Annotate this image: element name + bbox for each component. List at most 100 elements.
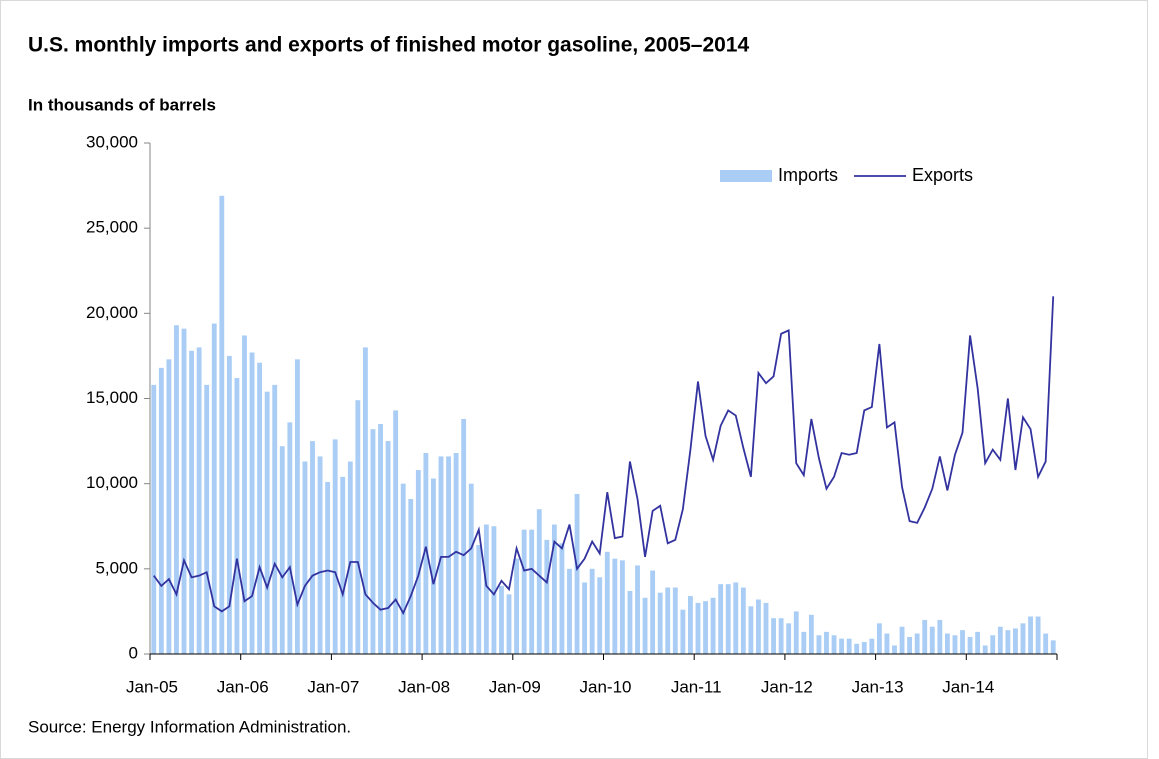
bar [279,446,285,654]
bar [574,493,580,654]
bar [438,456,444,654]
bar [340,476,346,654]
bar [589,568,595,654]
bar [695,602,701,654]
x-tick-label: Jan-13 [852,677,904,696]
bar [264,391,270,654]
bar [703,601,708,654]
bar [740,587,746,654]
bar [567,568,572,654]
y-tick-label: 5,000 [95,558,138,577]
bar [1035,616,1041,654]
bar [514,558,519,654]
x-tick-label: Jan-07 [307,677,359,696]
bar [317,456,323,654]
bar [370,429,376,654]
bar [257,362,263,654]
bar [294,359,300,654]
bar [657,592,663,654]
bar [619,560,625,654]
y-tick-label: 10,000 [86,473,138,492]
bar [688,596,693,654]
bar [899,626,905,654]
bar [997,626,1003,654]
bar [756,599,761,654]
bar [914,633,920,654]
bar [181,328,187,654]
bar [861,642,867,654]
bar [876,623,882,654]
bar [929,626,935,654]
bar [431,478,436,654]
bar [204,384,210,654]
bar [378,424,383,654]
bar [839,638,845,654]
bar [907,636,913,654]
bar [151,384,157,654]
bar [325,481,331,654]
bar [551,524,557,654]
bar [453,453,459,654]
bar [831,635,837,654]
x-tick-label: Jan-14 [942,677,994,696]
bar [196,347,202,654]
legend-label: Imports [778,165,838,185]
bar [824,631,829,654]
bar [362,347,368,654]
y-tick-label: 20,000 [86,303,138,322]
bar [725,584,731,654]
bar [801,631,807,654]
bar [597,577,603,654]
y-tick-label: 0 [129,643,138,662]
bar [415,470,421,654]
legend-swatch [720,170,772,182]
bar [423,453,429,654]
bar [408,498,414,654]
bar [952,635,958,654]
bar [854,643,860,654]
bar [158,367,164,654]
chart-title: U.S. monthly imports and exports of fini… [28,34,749,57]
bar [287,422,293,654]
bar [536,509,542,654]
bar [249,352,255,654]
bar [604,551,610,654]
bar [733,582,739,654]
bar [347,461,353,654]
bar [892,645,897,654]
bar [786,623,792,654]
x-tick-label: Jan-08 [398,677,450,696]
bar [808,614,814,654]
bar [166,359,172,654]
bar [1050,640,1056,654]
bar [393,410,399,654]
bar [884,633,890,654]
bar [869,638,875,654]
bar [982,645,988,654]
bar [642,597,648,654]
bar [990,635,996,654]
x-tick-label: Jan-10 [580,677,632,696]
bar [665,587,671,654]
legend-label: Exports [912,165,973,185]
bar [1020,623,1026,654]
y-tick-label: 15,000 [86,388,138,407]
bar [793,611,799,654]
bar [1043,633,1049,654]
bar [234,378,240,654]
bar [400,483,406,654]
bar [635,565,640,654]
bar [582,582,588,654]
bar [1028,616,1033,654]
line [153,296,1055,616]
subtitle: In thousands of barrels [28,95,216,114]
bar [771,618,776,654]
bar [461,418,467,654]
bar [506,594,512,654]
bar [960,630,965,654]
bar [559,543,565,654]
bar [355,400,361,654]
bar [680,609,686,654]
bar [242,335,247,654]
